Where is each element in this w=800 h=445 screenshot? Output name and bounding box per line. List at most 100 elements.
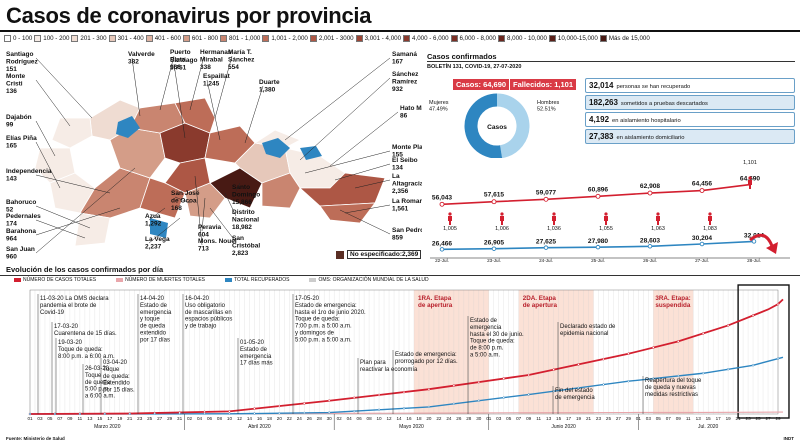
legend-item: 4,000 - 6,000 <box>403 33 449 44</box>
timeline-tick: 04 <box>197 416 203 421</box>
x-tick-label: 24-Jul. <box>539 258 553 263</box>
province-leader <box>35 207 121 236</box>
timeline-tick: 26 <box>456 416 462 421</box>
timeline-tick: 18 <box>267 416 273 421</box>
timeline-tick: 16 <box>257 416 263 421</box>
fallecidos-pill: Fallecidos: 1,101 <box>510 79 577 90</box>
legend-item: 2,001 - 3000 <box>309 33 354 44</box>
timeline-recovered-point <box>577 386 580 390</box>
legend-item: 601 - 800 <box>182 33 218 44</box>
stat-value: 4,192 <box>589 115 610 124</box>
province-label: Elías Piña 165 <box>6 135 37 149</box>
province-leader <box>354 179 391 189</box>
timeline-recovered-point <box>153 412 156 416</box>
province-shape <box>174 97 216 134</box>
timeline-tick: 06 <box>207 416 213 421</box>
province-label: Espaillat 1,245 <box>203 73 231 87</box>
casos-heading: Casos confirmados <box>427 52 795 62</box>
cases-point <box>595 193 601 199</box>
death-figure <box>448 212 452 225</box>
cases-point <box>439 201 445 207</box>
recovered-point <box>543 245 549 250</box>
x-tick-label: 22-Jul. <box>435 258 449 263</box>
legend-item: 10,000-15,000 <box>548 33 598 44</box>
province-label: La Altagracia 2,356 <box>392 173 422 195</box>
timeline-recovered-point <box>726 368 730 371</box>
timeline-cases-point <box>203 410 206 414</box>
weekly-chart: 56,04357,61559,07760,89662,90864,45664,6… <box>430 160 790 263</box>
stats-list: 32,014 personas se han recuperado 182,263 s… <box>585 78 795 146</box>
no-especificado: No especificado:2,369 <box>336 250 422 259</box>
timeline-recovered-point <box>652 377 655 380</box>
province-leader <box>35 219 86 239</box>
province-label: Sánchez Ramírez 932 <box>392 71 419 93</box>
province-label: Independencia 143 <box>6 168 52 182</box>
death-figure-body <box>656 216 660 225</box>
death-figure-body <box>604 216 608 225</box>
timeline-month-label: Mayo 2020 <box>399 424 424 430</box>
phase-title: 2DA. Etapa de apertura <box>523 295 558 309</box>
phase-title: 1RA. Etapa de apertura <box>418 295 453 309</box>
timeline-tick: 09 <box>526 416 532 421</box>
legend-label: 0 - 100 <box>13 35 33 42</box>
province-label: Mons. Nouel 713 <box>198 238 237 252</box>
province-label: Azua 1,292 <box>145 213 162 227</box>
section-rule <box>0 275 800 276</box>
timeline-recovered-point <box>527 393 530 396</box>
stat-row: 32,014 personas se han recuperado <box>585 78 795 93</box>
legend-item: 6,000 - 8,000 <box>450 33 496 44</box>
annotation-text: 19-03-20 Toque de queda: 8:00 p.m. a 6:00 … <box>58 340 115 360</box>
annotation-anchor <box>394 348 396 350</box>
province-leader <box>224 192 237 217</box>
timeline-tick: 24 <box>446 416 452 421</box>
province-leader <box>35 120 56 157</box>
timeline-legend-key <box>116 277 124 282</box>
province-label: Santiago Rodríguez 151 <box>6 51 39 73</box>
province-shape <box>261 172 301 209</box>
legend-swatch <box>548 35 556 42</box>
timeline-tick: 27 <box>765 416 771 421</box>
timeline-cases-point <box>377 393 381 397</box>
cases-point <box>491 199 497 205</box>
recovered-value-label: 30,204 <box>692 235 713 242</box>
timeline-tick: 18 <box>416 416 422 421</box>
timeline-month-label: Junio 2020 <box>551 424 576 430</box>
timeline-cases-point <box>502 377 505 380</box>
timeline-tick: 13 <box>696 416 702 421</box>
province-label: Pedernales 174 <box>6 213 41 227</box>
timeline-tick: 25 <box>755 416 761 421</box>
no-especificado-swatch <box>336 250 344 259</box>
legend-swatch <box>34 35 42 42</box>
timeline-recovered-point <box>677 374 680 378</box>
timeline-legend-key <box>225 277 232 282</box>
death-figure-body <box>748 180 752 189</box>
timeline-cases-point <box>327 399 331 402</box>
timeline-recovered-point <box>402 407 406 410</box>
timeline-legend-key <box>14 277 21 282</box>
province-label: Puerto Plata 966 <box>170 49 191 71</box>
annotation-text: 11-03-20 La OMS declara pandemia el brote… <box>40 296 109 316</box>
annotation-anchor <box>359 356 361 358</box>
timeline-legend-label: TOTAL RECUPERADOS <box>234 277 290 283</box>
timeline-tick: 20 <box>277 416 283 421</box>
timeline-tick: 01 <box>27 416 33 421</box>
timeline-tick: 26 <box>307 416 313 421</box>
province-label: Monte Plata155 <box>392 144 422 158</box>
boletin-label: BOLETÍN 131, COVID-19, 27-07-2020 <box>427 64 522 70</box>
timeline-recovered-point <box>427 405 431 409</box>
timeline-tick: 07 <box>666 416 672 421</box>
timeline-cases-point <box>253 407 256 410</box>
x-tick-label: 28-Jul. <box>747 258 761 263</box>
province-leader <box>35 141 61 189</box>
annotation-text: 01-05-20 Estado de emergencia 17 días más <box>240 340 273 367</box>
timeline-cases-point <box>776 302 780 306</box>
timeline-cases-point <box>352 396 356 400</box>
timeline-tick: 11 <box>77 416 82 421</box>
death-figure-head <box>708 212 712 216</box>
mujeres-label: Mujeres 47.49% <box>429 100 449 112</box>
timeline-tick: 27 <box>157 416 163 421</box>
timeline-legend-item: NÚMERO DE MUERTES TOTALES <box>116 277 205 283</box>
cases-point <box>543 196 549 202</box>
legend-item: 100 - 200 <box>34 33 69 44</box>
province-label: Monte Cristi 136 <box>6 73 26 95</box>
